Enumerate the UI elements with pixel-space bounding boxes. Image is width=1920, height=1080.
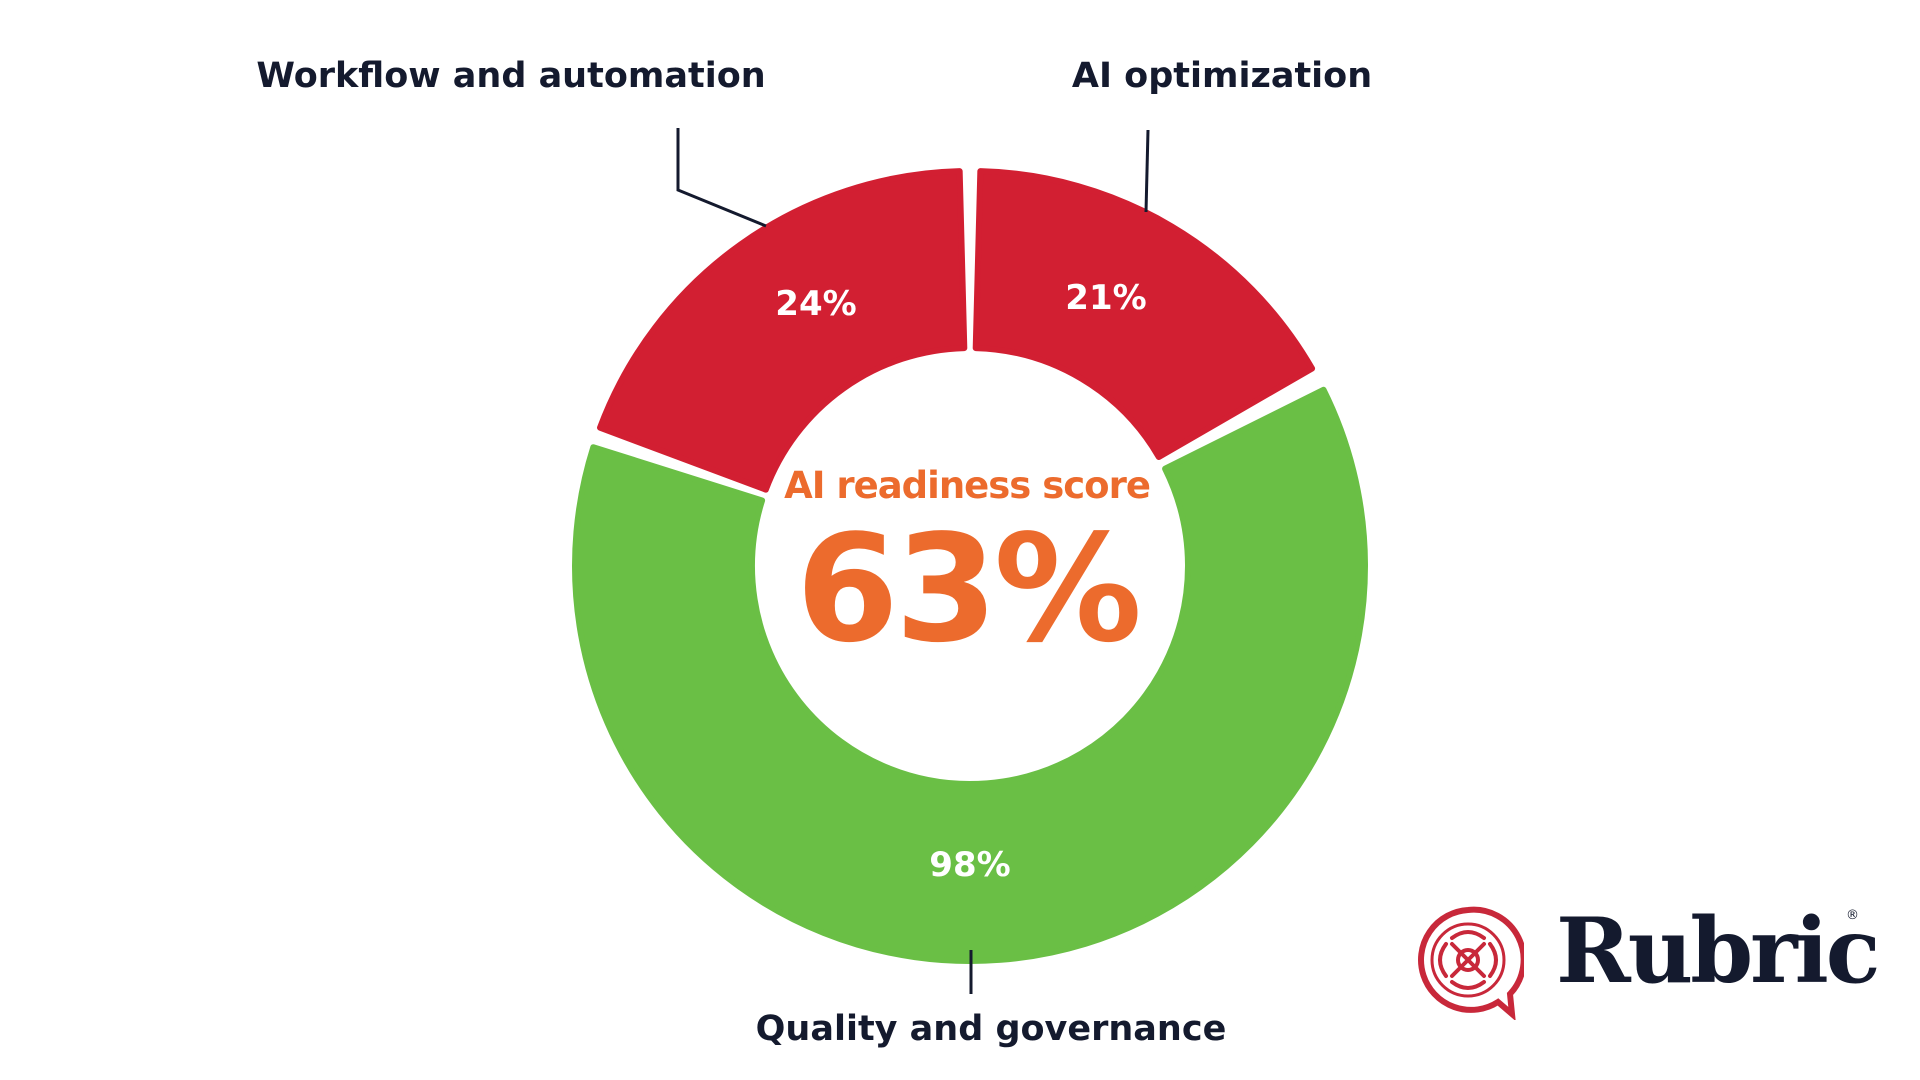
leader-line-ai-optimization [1144,129,1150,213]
donut-segments [572,168,1368,964]
leader-line-workflow [676,128,767,228]
rubric-wordmark: Rubric [1556,898,1881,1004]
center-score-value: 63% [796,503,1138,675]
value-label-workflow: 24% [775,284,856,324]
category-label-ai-optimization: AI optimization [1072,56,1372,96]
leader-lines [676,128,1150,994]
segment-quality [572,386,1368,964]
category-label-quality: Quality and governance [756,1009,1227,1049]
value-label-quality: 98% [929,845,1010,885]
registered-mark: ® [1846,908,1859,923]
rubric-logo: Rubric ® [1412,904,1881,1028]
value-label-ai-optimization: 21% [1065,278,1146,318]
center-score: AI readiness score 63% [784,464,1151,675]
segment-ai-optimization [972,168,1316,460]
segment-workflow [597,168,968,493]
value-labels: 24% 21% 98% [775,278,1146,885]
center-score-title: AI readiness score [784,464,1150,507]
celtic-knot-speech-bubble-icon [1418,906,1524,1020]
category-label-workflow: Workflow and automation [256,56,765,96]
category-labels: Workflow and automation AI optimization … [256,56,1372,1049]
